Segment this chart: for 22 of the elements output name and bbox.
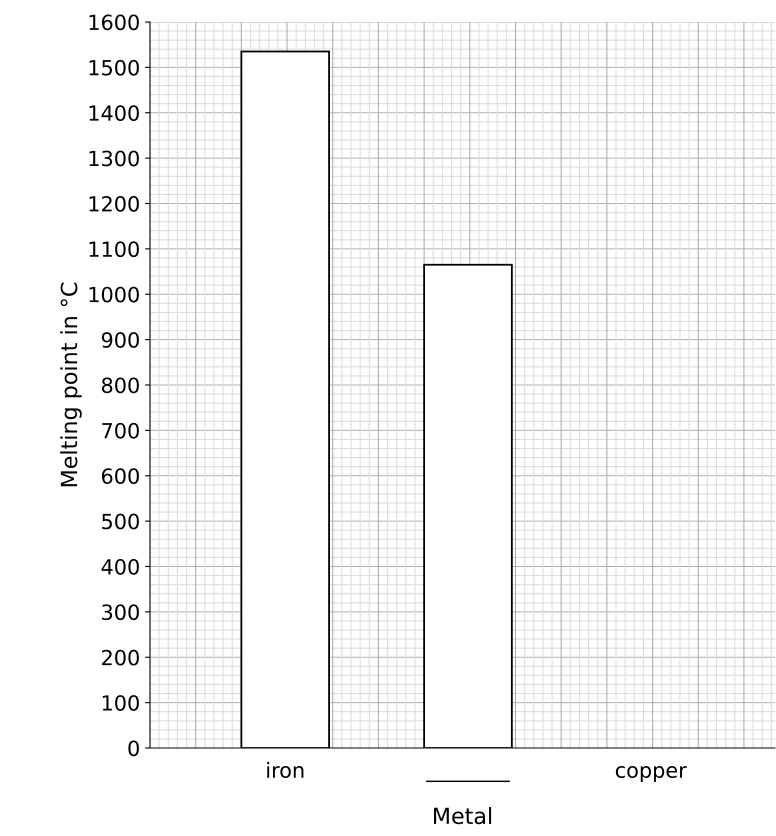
x-tick-label: iron <box>267 762 304 778</box>
y-tick-label: 0 <box>128 740 139 756</box>
y-tick-label: 300 <box>102 604 139 620</box>
y-tick-label: 1100 <box>90 241 139 258</box>
y-tick-label: 700 <box>102 422 139 439</box>
y-tick-label: 900 <box>102 332 139 348</box>
y-tick-label: 1500 <box>90 60 139 76</box>
y-tick-label: 1600 <box>90 14 139 30</box>
y-tick-label: 1400 <box>90 105 139 121</box>
y-tick-label: 1300 <box>90 150 139 166</box>
y-tick-label: 500 <box>102 514 139 530</box>
y-axis-title: Melting point in °C <box>60 282 82 486</box>
x-tick-label: ________ <box>426 780 510 782</box>
x-tick-label: copper <box>616 766 687 782</box>
y-tick-label: 1000 <box>90 286 139 302</box>
y-tick-label: 100 <box>102 695 139 711</box>
y-tick-label: 200 <box>102 650 139 666</box>
y-tick-label: 600 <box>102 468 139 484</box>
y-tick-label: 1200 <box>90 196 139 212</box>
y-tick-label: 400 <box>102 558 139 575</box>
x-axis-title: Metal <box>434 807 492 824</box>
y-tick-label: 800 <box>102 377 139 394</box>
